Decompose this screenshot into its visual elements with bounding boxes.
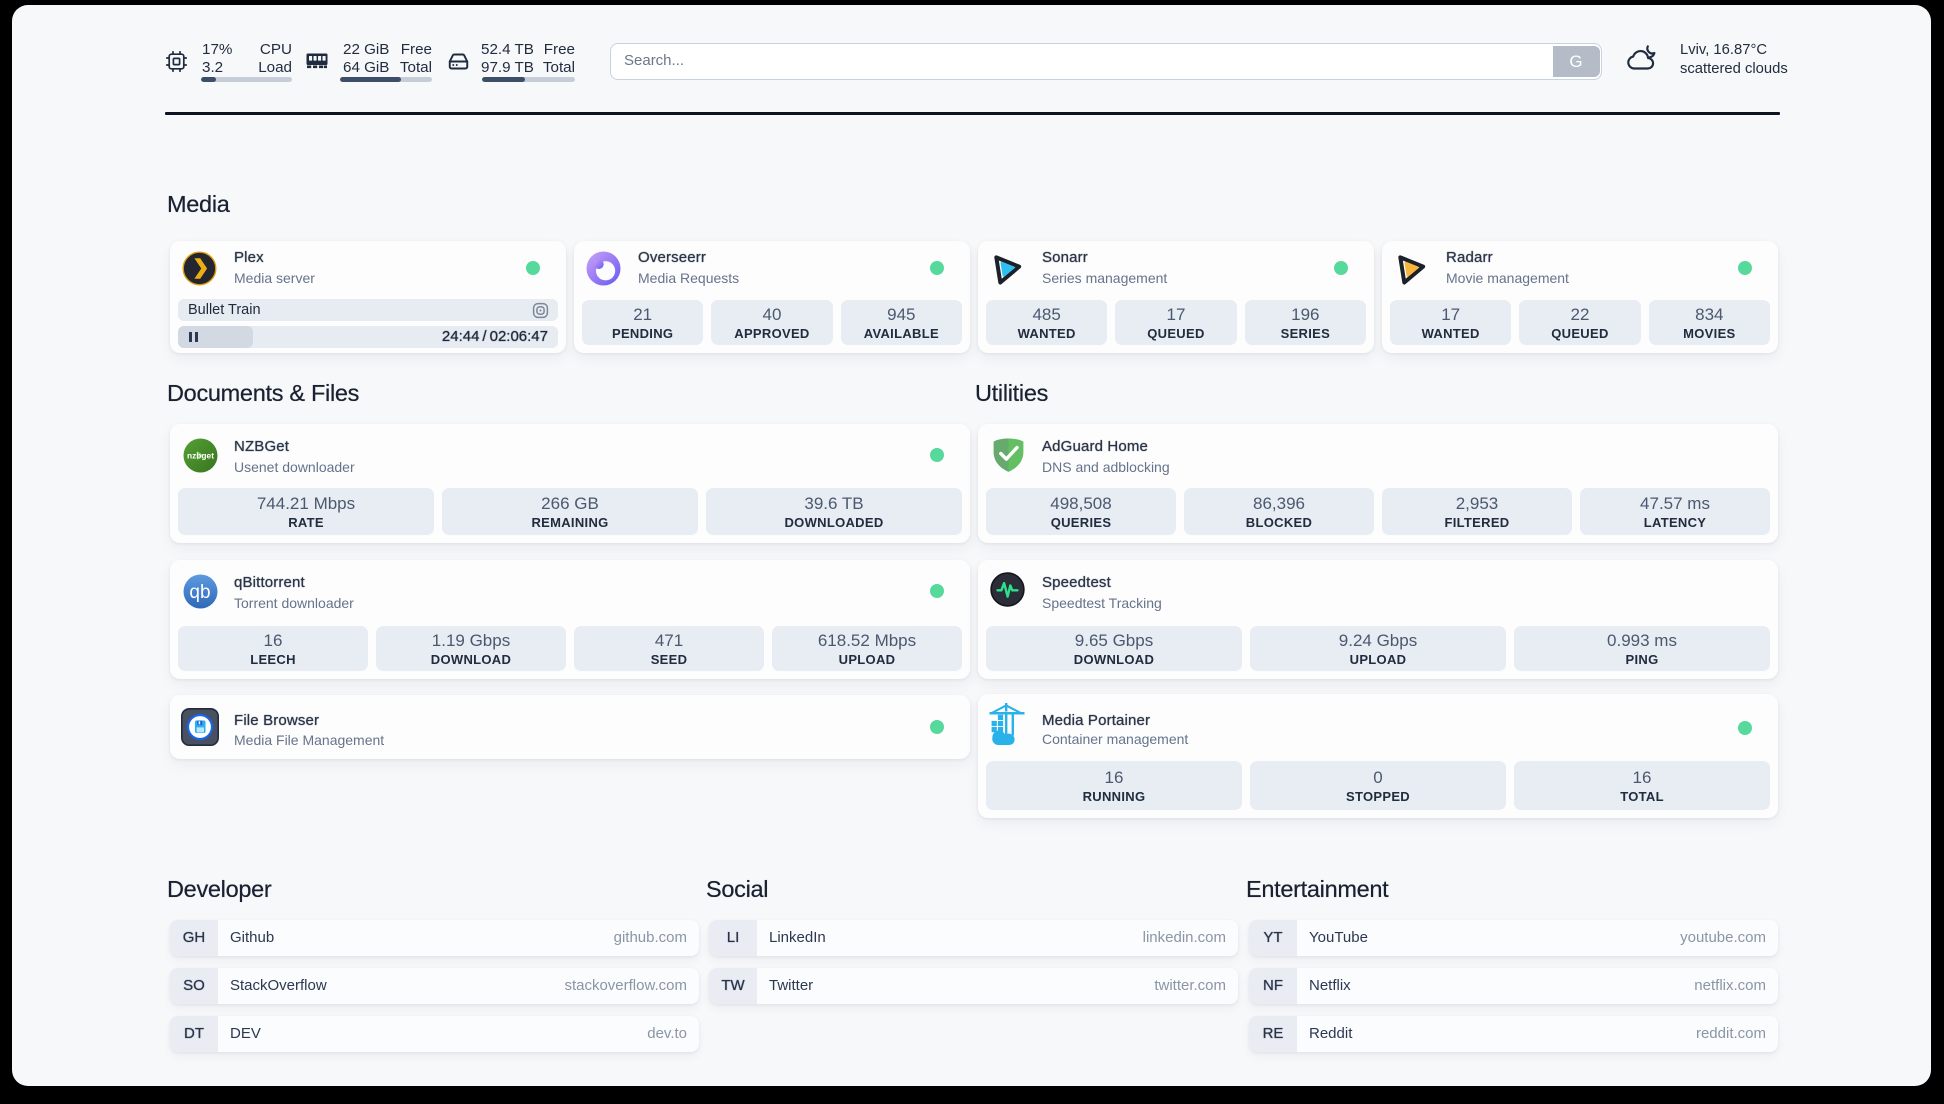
svg-text:qb: qb bbox=[189, 582, 210, 603]
svg-text:nzbget: nzbget bbox=[187, 451, 214, 461]
